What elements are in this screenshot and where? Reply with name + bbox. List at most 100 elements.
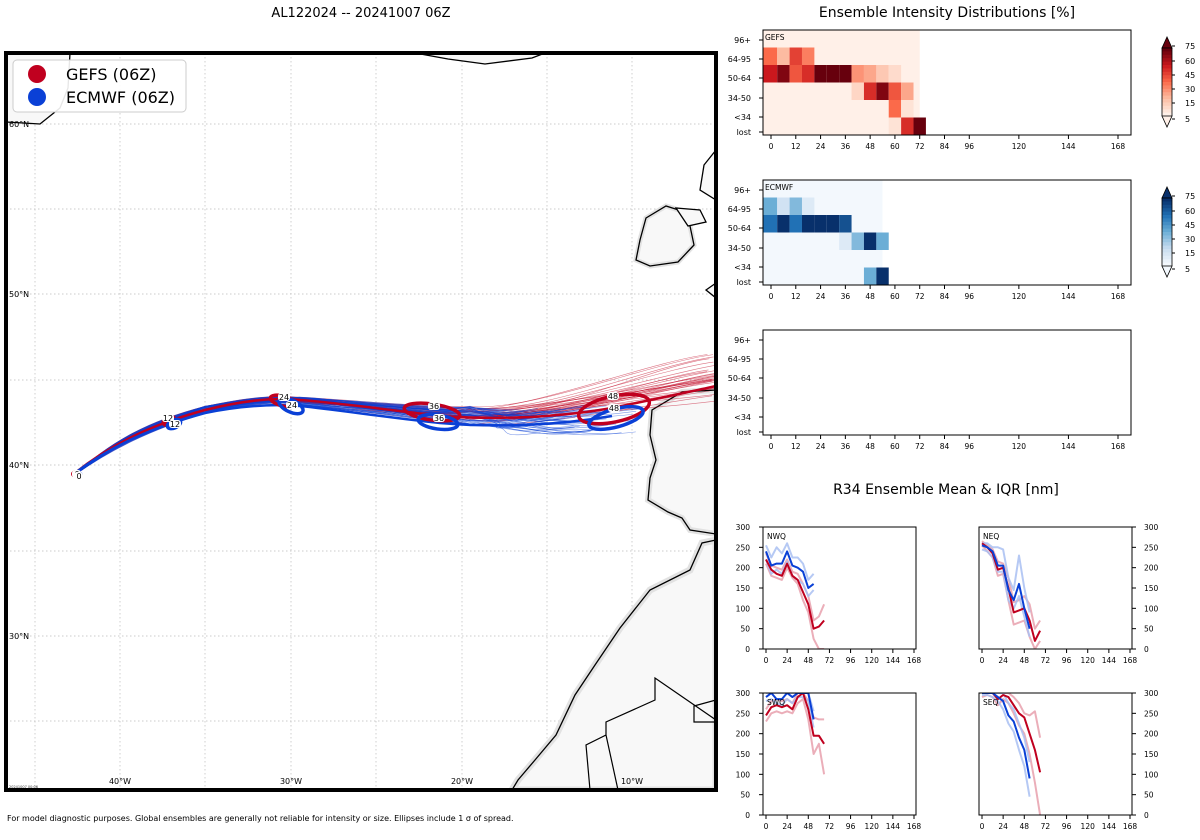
r34-x-tick-label: 48: [804, 656, 814, 665]
x-tick-label: 12: [791, 142, 801, 151]
r34-x-tick-label: 48: [1020, 822, 1030, 831]
heatmap-cell: [863, 267, 877, 285]
r34-panel-nwq: NWQ 0 50 100 150 200 250 300 0 24 48 72 96 120 144 168: [736, 523, 922, 665]
r34-x-tick-label: 168: [1123, 656, 1138, 665]
r34-y-tick-label: 200: [736, 564, 751, 573]
svg-text:24: 24: [279, 393, 289, 402]
colorbar-tick-label: 5: [1185, 265, 1190, 274]
colorbar-step: [1162, 61, 1172, 66]
x-tick-label: 120: [1012, 292, 1027, 301]
colorbar-tick-label: 30: [1185, 85, 1195, 94]
border-morocco: [693, 699, 716, 723]
r34-x-tick-label: 168: [907, 822, 922, 831]
ecmwf-mean-track: [74, 403, 613, 475]
r34-y-tick-label: 300: [736, 689, 751, 698]
r34-y-tick-label: 100: [1144, 604, 1159, 613]
heatmap-cell: [801, 65, 815, 83]
legend-ecmwf-marker: [28, 88, 46, 106]
heatmap-cell: [863, 82, 877, 100]
x-tick-label: 120: [1012, 142, 1027, 151]
colorbar-step: [1162, 54, 1172, 59]
r34-line-ecmwf-mean: [982, 693, 1031, 779]
r34-y-tick-label: 100: [1144, 770, 1159, 779]
colorbar-tick-label: 45: [1185, 221, 1195, 230]
gefs-label-36: 36: [428, 402, 440, 411]
heatmap-cell: [888, 82, 902, 100]
r34-panel-swq: SWQ 0 50 100 150 200 250 300 0 24 48 72 96 120 144 168: [736, 689, 922, 831]
r34-y-tick-label: 0: [1144, 811, 1149, 820]
colorbar-step: [1162, 95, 1172, 100]
colorbar-gefs: 75 60 45 30 15 5: [1161, 36, 1195, 128]
gefs-label-12: 12: [162, 414, 174, 423]
intensity-panel-2: ECMWF 96+ 64-95 50-64 34-50 <34 lost 0 12 24 36 48 6…: [728, 179, 1132, 301]
x-tick-label: 12: [791, 292, 801, 301]
r34-series: [765, 693, 826, 775]
r34-x-tick-label: 144: [1102, 822, 1117, 831]
r34-y-tick-label: 200: [1144, 730, 1159, 739]
y-tick-label: <34: [734, 413, 751, 422]
colorbars: 75 60 45 30 15 5 75 60 45 30 15 5: [1161, 36, 1195, 278]
border-western-sahara: [585, 676, 716, 790]
ecmwf-label-24: 24: [286, 401, 298, 410]
x-tick-label: 84: [940, 292, 950, 301]
map-panel: 0 12 24 36 48 0 12 24 36 48 60°N 50°N 40…: [4, 51, 718, 792]
y-tick-label: lost: [737, 428, 751, 437]
x-tick-label: 24: [816, 292, 826, 301]
r34-x-tick-label: 0: [980, 822, 985, 831]
map-timestamp: 20241007 00:06: [9, 785, 38, 789]
r34-y-tick-label: 300: [736, 523, 751, 532]
r34-y-tick-label: 150: [736, 584, 751, 593]
r34-line-gefs-iqr-upper: [981, 540, 1041, 630]
r34-y-tick-label: 250: [1144, 709, 1159, 718]
r34-panel-seq: SEQ 0 50 100 150 200 250 300 0 24 48 72 96 120 144 168: [978, 689, 1159, 831]
r34-title: R34 Ensemble Mean & IQR [nm]: [833, 482, 1059, 498]
heatmap-cell: [839, 65, 852, 83]
x-tick-label: 144: [1061, 142, 1076, 151]
land-africa-coast: [511, 539, 716, 790]
x-tick-label: 36: [841, 292, 851, 301]
x-tick-label: 24: [816, 442, 826, 451]
x-tick-label: 0: [769, 442, 774, 451]
r34-y-tick-label: 300: [1144, 523, 1159, 532]
ecmwf-label-0: 0: [74, 472, 83, 481]
r34-x-tick-label: 168: [907, 656, 922, 665]
x-tick-label: 0: [769, 142, 774, 151]
r34-y-tick-label: 0: [745, 811, 750, 820]
r34-line-gefs-mean: [981, 542, 1041, 642]
colorbar-step: [1162, 232, 1172, 236]
x-tick-label: 60: [890, 292, 900, 301]
r34-quadrant-label: NEQ: [983, 532, 999, 541]
colorbar-tick-label: 45: [1185, 71, 1195, 80]
colorbar-step: [1162, 215, 1172, 219]
colorbar-step: [1162, 235, 1172, 240]
land-ireland-coast: [635, 205, 695, 267]
colorbar-step: [1162, 102, 1172, 107]
lat-label-50: 50°N: [9, 290, 29, 299]
y-tick-label: 64-95: [728, 355, 751, 364]
lon-labels: 40°W 30°W 20°W 10°W: [109, 777, 643, 786]
legend-gefs-marker: [28, 65, 46, 83]
svg-text:24: 24: [287, 401, 297, 410]
x-tick-label: 48: [865, 442, 875, 451]
r34-y-tick-label: 100: [736, 604, 751, 613]
footer-note: For model diagnostic purposes. Global en…: [7, 814, 514, 823]
intensity-panel-1: GEFS 96+ 64-95 50-64 34-50 <34 lost 0 12 24 36 48 60…: [728, 29, 1132, 151]
r34-y-tick-label: 150: [736, 750, 751, 759]
colorbar-frame: [1161, 197, 1173, 267]
x-tick-label: 48: [865, 292, 875, 301]
heatmap-cell: [888, 117, 902, 135]
x-tick-label: 0: [769, 292, 774, 301]
heatmap-cell: [839, 215, 852, 233]
x-tick-label: 72: [915, 142, 925, 151]
r34-line-gefs-iqr-upper: [982, 693, 1042, 738]
y-tick-label: 50-64: [728, 74, 751, 83]
r34-line-ecmwf-mean: [765, 550, 815, 589]
svg-text:48: 48: [608, 392, 618, 401]
legend-ecmwf-label: ECMWF (06Z): [66, 88, 175, 107]
colorbar-step: [1162, 249, 1172, 253]
colorbar-step: [1162, 218, 1172, 223]
r34-x-tick-label: 48: [804, 822, 814, 831]
heatmap-cell: [789, 65, 802, 83]
heatmap-cell: [826, 65, 840, 83]
